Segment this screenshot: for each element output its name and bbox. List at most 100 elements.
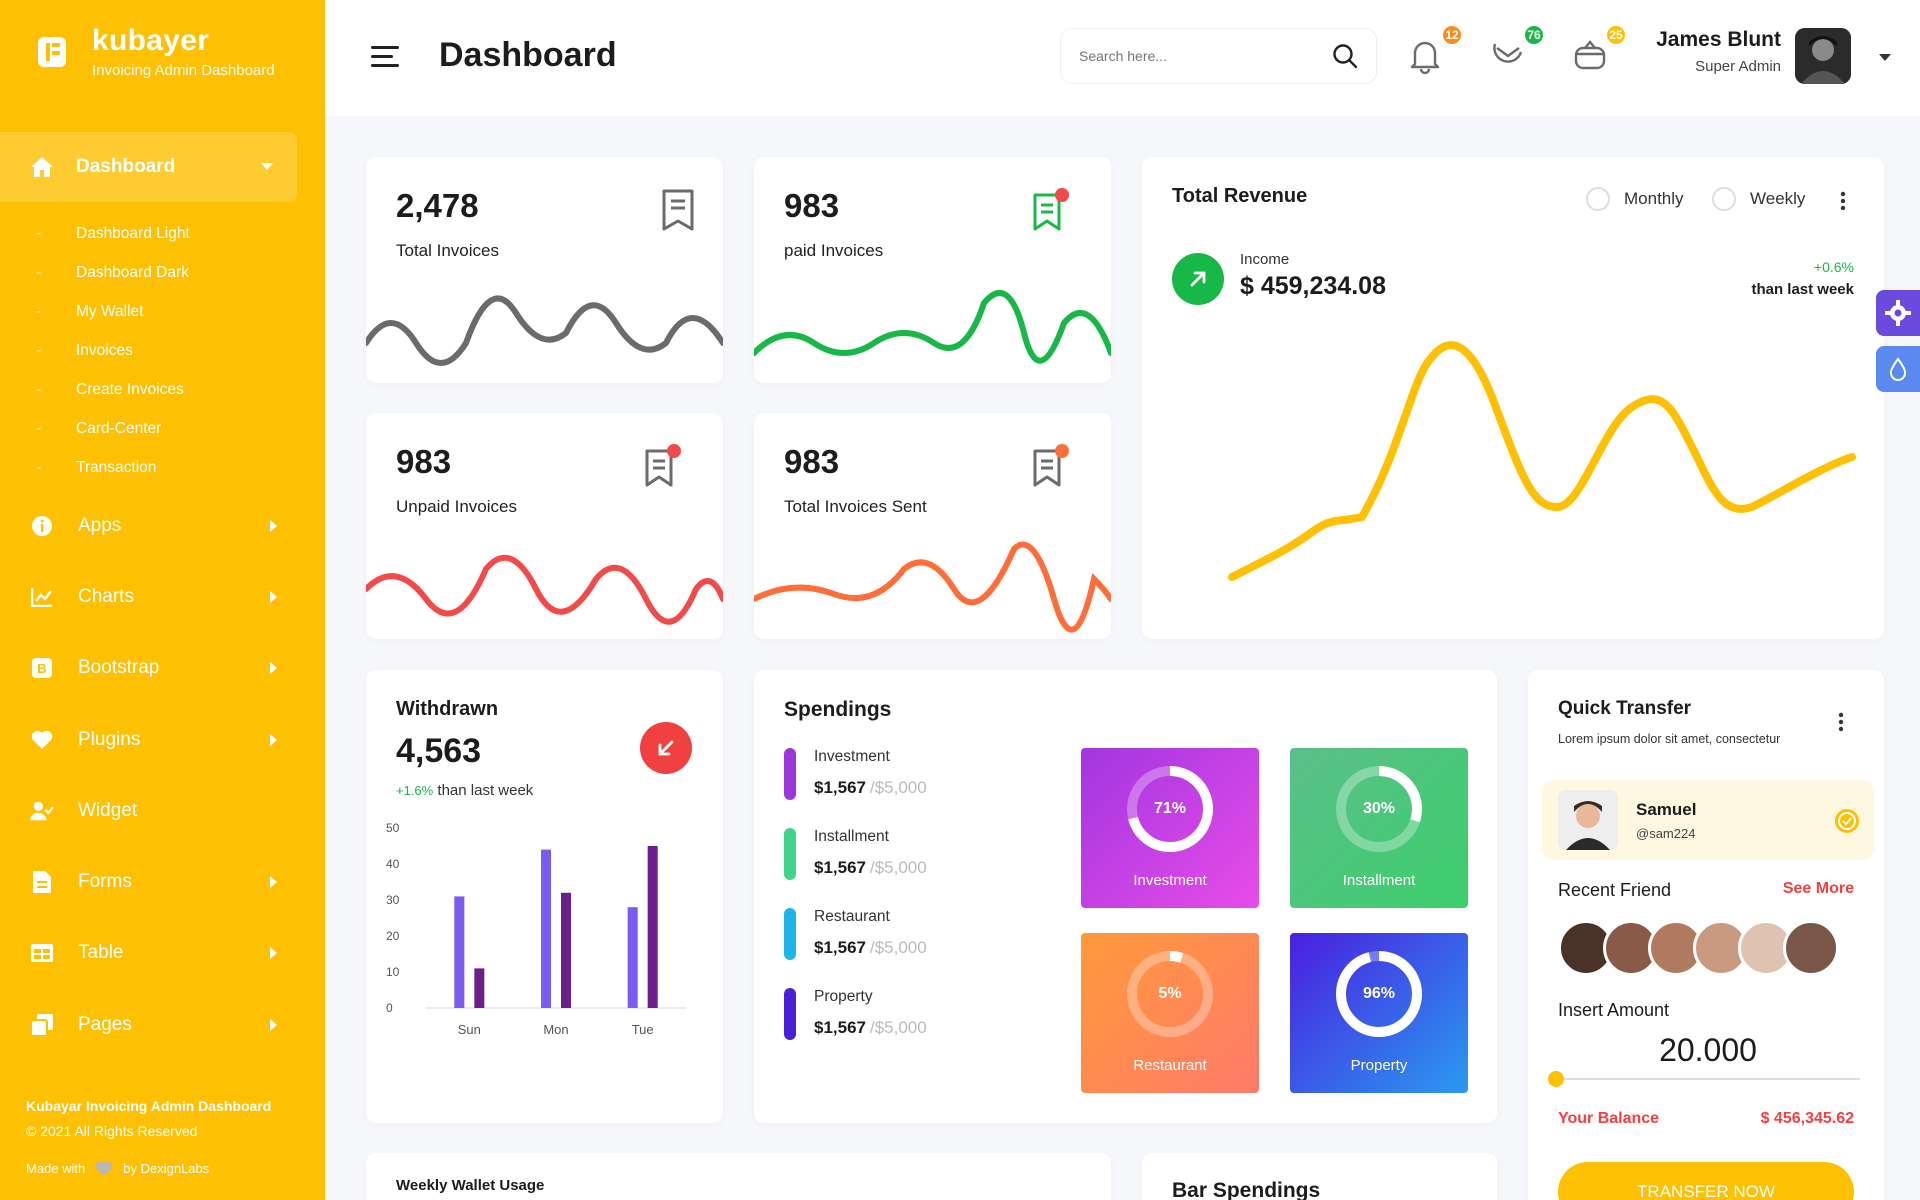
- file-icon: [30, 870, 54, 894]
- period-option-monthly[interactable]: Monthly: [1586, 187, 1684, 211]
- spending-color-bar: [784, 908, 796, 960]
- made-suffix[interactable]: by DexignLabs: [123, 1156, 209, 1181]
- subnav-item-dashboard-dark[interactable]: - Dashboard Dark: [36, 253, 190, 292]
- amount-value[interactable]: 20.000: [1528, 1032, 1884, 1069]
- x-tick-label: Tue: [632, 1022, 654, 1037]
- sidebar-item-dashboard[interactable]: Dashboard: [0, 132, 297, 202]
- subnav-item-invoices[interactable]: - Invoices: [36, 331, 190, 370]
- subnav-item-create-invoices[interactable]: - Create Invoices: [36, 370, 190, 409]
- notifications-button[interactable]: 12: [1409, 38, 1449, 78]
- gifts-button[interactable]: 25: [1573, 38, 1613, 78]
- bell-icon: [1409, 38, 1441, 74]
- bar[interactable]: [454, 896, 464, 1008]
- spending-tile-property[interactable]: 96% Property: [1290, 933, 1468, 1093]
- y-tick-label: 40: [386, 857, 400, 871]
- messages-button[interactable]: 76: [1491, 38, 1531, 78]
- heart-icon: [30, 728, 54, 752]
- subnav-label: Invoices: [76, 342, 133, 360]
- spending-tile-investment[interactable]: 71% Investment: [1081, 748, 1259, 908]
- subnav-item-my-wallet[interactable]: - My Wallet: [36, 292, 190, 331]
- bar[interactable]: [541, 850, 551, 1008]
- weekly-wallet-usage-card: Weekly Wallet Usage: [366, 1153, 1111, 1200]
- copy-icon: [30, 1013, 54, 1037]
- slider-handle[interactable]: [1548, 1071, 1564, 1087]
- search-box: [1060, 28, 1377, 84]
- transfer-now-button[interactable]: TRANSFER NOW: [1558, 1162, 1854, 1200]
- subnav-item-card-center[interactable]: - Card-Center: [36, 409, 190, 448]
- footer-made-with: Made with by DexignLabs: [26, 1156, 271, 1181]
- sidebar-item-charts[interactable]: Charts: [0, 561, 325, 632]
- sidebar-item-pages[interactable]: Pages: [0, 989, 325, 1060]
- theme-button[interactable]: [1876, 346, 1920, 392]
- page-title: Dashboard: [439, 36, 617, 75]
- stat-card-total-invoices[interactable]: 2,478 Total Invoices: [366, 157, 723, 383]
- subnav-label: Card-Center: [76, 420, 161, 438]
- subnav-item-transaction[interactable]: - Transaction: [36, 448, 190, 487]
- more-options-icon[interactable]: [1840, 191, 1846, 211]
- bar[interactable]: [628, 907, 638, 1008]
- stat-label: paid Invoices: [784, 241, 883, 261]
- tile-name: Property: [1290, 1057, 1468, 1074]
- friend-avatar[interactable]: [1783, 920, 1839, 976]
- settings-button[interactable]: [1876, 290, 1920, 336]
- sidebar-item-label: Dashboard: [76, 156, 261, 178]
- bar[interactable]: [648, 846, 658, 1008]
- search-input[interactable]: [1079, 48, 1332, 64]
- bar[interactable]: [474, 968, 484, 1008]
- withdrawn-change: +1.6% than last week: [396, 782, 533, 799]
- menu-icon[interactable]: [371, 46, 399, 68]
- amount-value: $1,567: [814, 938, 866, 957]
- change-text: than last week: [437, 782, 533, 799]
- gift-icon: [1573, 38, 1607, 70]
- spending-name: Property: [814, 988, 927, 1006]
- search-icon[interactable]: [1332, 43, 1358, 69]
- bullet-icon: -: [36, 420, 76, 438]
- sidebar-item-widget[interactable]: Widget: [0, 775, 325, 846]
- info-icon: [30, 514, 54, 538]
- bar[interactable]: [561, 893, 571, 1008]
- spending-tile-restaurant[interactable]: 5% Restaurant: [1081, 933, 1259, 1093]
- period-option-weekly[interactable]: Weekly: [1712, 187, 1805, 211]
- sidebar-item-bootstrap[interactable]: B Bootstrap: [0, 633, 325, 704]
- spending-color-bar: [784, 988, 796, 1040]
- stat-card-invoices-sent[interactable]: 983 Total Invoices Sent: [754, 413, 1111, 639]
- wave-line: [754, 273, 1111, 383]
- selected-contact[interactable]: Samuel @sam224: [1542, 780, 1874, 860]
- sidebar-item-label: Forms: [78, 871, 270, 893]
- tile-name: Investment: [1081, 872, 1259, 889]
- spending-row-property: Property $1,567/$5,000: [784, 988, 927, 1040]
- spending-tile-installment[interactable]: 30% Installment: [1290, 748, 1468, 908]
- sidebar-item-apps[interactable]: Apps: [0, 490, 325, 561]
- user-info[interactable]: James Blunt Super Admin: [1649, 28, 1781, 75]
- revenue-title: Total Revenue: [1172, 185, 1307, 208]
- amount-max: /$5,000: [870, 778, 927, 797]
- sidebar-item-forms[interactable]: Forms: [0, 846, 325, 917]
- stat-value: 2,478: [396, 187, 479, 225]
- sidebar-item-plugins[interactable]: Plugins: [0, 704, 325, 775]
- spendings-title: Spendings: [784, 698, 891, 722]
- brand-name: kubayer: [92, 24, 275, 58]
- subnav-item-dashboard-light[interactable]: - Dashboard Light: [36, 214, 190, 253]
- more-options-icon[interactable]: [1838, 712, 1844, 732]
- option-label: Weekly: [1750, 189, 1805, 209]
- avatar[interactable]: [1795, 28, 1851, 84]
- contact-name: Samuel: [1636, 800, 1696, 820]
- change-percent: +1.6%: [396, 783, 433, 798]
- subnav-label: Dashboard Light: [76, 225, 190, 243]
- income-value: $ 459,234.08: [1240, 272, 1386, 301]
- see-more-link[interactable]: See More: [1783, 880, 1854, 898]
- change-text: than last week: [1751, 281, 1854, 298]
- amount-slider[interactable]: [1556, 1078, 1860, 1080]
- bullet-icon: -: [36, 381, 76, 399]
- y-tick-label: 20: [386, 929, 400, 943]
- income-arrow-icon: [1172, 253, 1224, 305]
- sidebar-item-table[interactable]: Table: [0, 918, 325, 989]
- stat-value: 983: [396, 443, 451, 481]
- caret-down-icon[interactable]: [1879, 54, 1891, 62]
- stat-card-paid-invoices[interactable]: 983 paid Invoices: [754, 157, 1111, 383]
- stat-label: Total Invoices: [396, 241, 499, 261]
- stat-card-unpaid-invoices[interactable]: 983 Unpaid Invoices: [366, 413, 723, 639]
- brand[interactable]: kubayer Invoicing Admin Dashboard: [34, 24, 275, 79]
- logo-icon: [34, 31, 70, 73]
- spending-row-restaurant: Restaurant $1,567/$5,000: [784, 908, 927, 960]
